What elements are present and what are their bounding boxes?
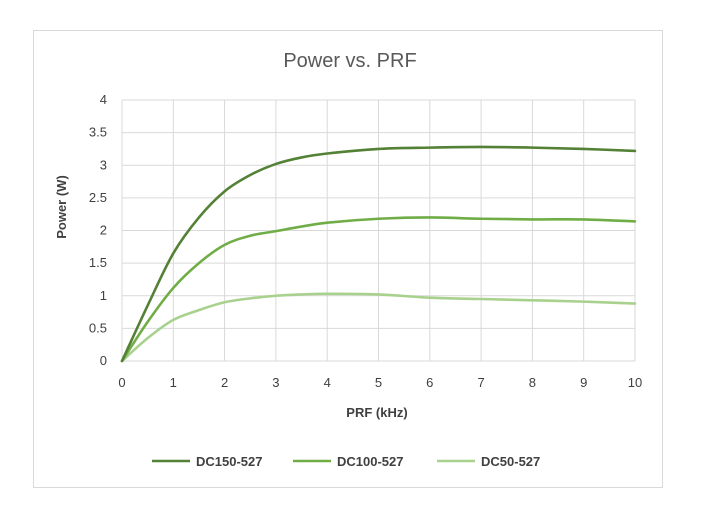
grid-lines bbox=[121, 99, 636, 362]
chart-title: Power vs. PRF bbox=[283, 50, 416, 72]
series-line-dc50-527 bbox=[120, 292, 637, 363]
x-tick-label: 10 bbox=[628, 375, 642, 390]
y-tick-label: 0 bbox=[100, 353, 107, 368]
series-line-dc150-527 bbox=[120, 145, 637, 363]
y-tick-label: 3 bbox=[100, 157, 107, 172]
x-tick-label: 7 bbox=[477, 375, 484, 390]
x-tick-label: 5 bbox=[375, 375, 382, 390]
y-tick-label: 1.5 bbox=[89, 255, 107, 270]
y-axis-label: Power (W) bbox=[54, 175, 69, 239]
y-tick-label: 1 bbox=[100, 288, 107, 303]
legend-label-dc100-527: DC100-527 bbox=[337, 454, 404, 469]
chart-frame bbox=[33, 30, 663, 488]
series-lines bbox=[120, 145, 637, 363]
legend-label-dc150-527: DC150-527 bbox=[196, 454, 263, 469]
x-tick-label: 6 bbox=[426, 375, 433, 390]
legend: DC150-527 DC100-527 DC50-527 bbox=[152, 454, 540, 469]
x-tick-label: 2 bbox=[221, 375, 228, 390]
x-tick-label: 4 bbox=[324, 375, 331, 390]
y-tick-label: 4 bbox=[100, 92, 107, 107]
x-axis-label: PRF (kHz) bbox=[346, 405, 407, 420]
x-tick-label: 3 bbox=[272, 375, 279, 390]
x-tick-label: 8 bbox=[529, 375, 536, 390]
y-tick-label: 0.5 bbox=[89, 320, 107, 335]
x-tick-label: 1 bbox=[170, 375, 177, 390]
series-line-dc100-527 bbox=[120, 216, 637, 363]
y-tick-label: 2.5 bbox=[89, 190, 107, 205]
y-tick-labels: 0 0.5 1 1.5 2 2.5 3 3.5 4 bbox=[89, 92, 107, 368]
x-tick-label: 9 bbox=[580, 375, 587, 390]
y-tick-label: 3.5 bbox=[89, 125, 107, 140]
x-tick-labels: 0 1 2 3 4 5 6 7 8 9 10 bbox=[118, 375, 642, 390]
legend-label-dc50-527: DC50-527 bbox=[481, 454, 540, 469]
y-tick-label: 2 bbox=[100, 223, 107, 238]
x-tick-label: 0 bbox=[118, 375, 125, 390]
